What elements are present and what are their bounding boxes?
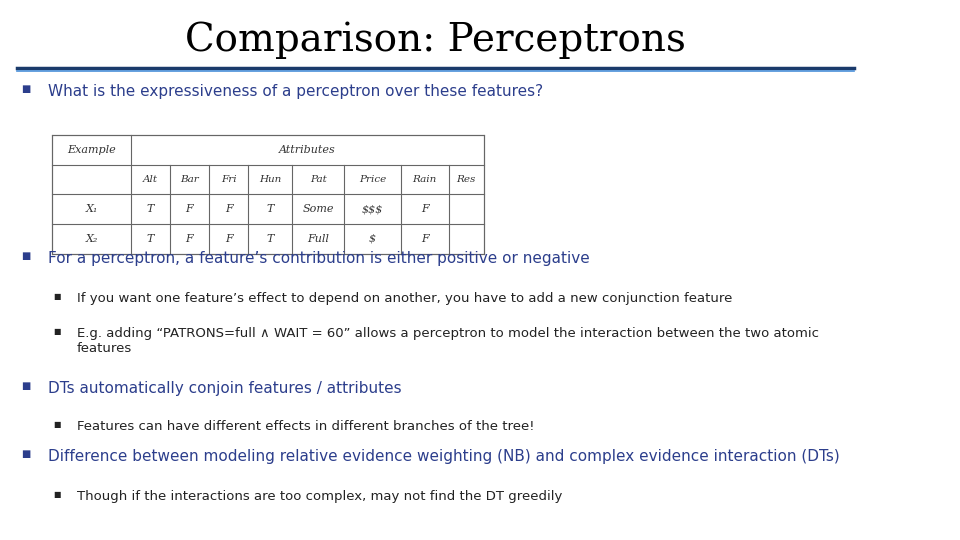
Text: T: T <box>147 234 154 244</box>
Text: F: F <box>185 204 193 214</box>
Text: DTs automatically conjoin features / attributes: DTs automatically conjoin features / att… <box>48 381 401 396</box>
Text: T: T <box>267 234 274 244</box>
Text: Features can have different effects in different branches of the tree!: Features can have different effects in d… <box>77 420 534 433</box>
Text: Fri: Fri <box>221 175 236 184</box>
Text: F: F <box>225 234 232 244</box>
Text: ■: ■ <box>21 449 31 460</box>
Text: Price: Price <box>359 175 386 184</box>
Text: Difference between modeling relative evidence weighting (NB) and complex evidenc: Difference between modeling relative evi… <box>48 449 840 464</box>
Text: If you want one feature’s effect to depend on another, you have to add a new con: If you want one feature’s effect to depe… <box>77 292 732 305</box>
Text: Attributes: Attributes <box>278 145 335 155</box>
Text: ■: ■ <box>21 381 31 391</box>
Text: $: $ <box>369 234 376 244</box>
Text: ■: ■ <box>54 490 61 499</box>
Text: ■: ■ <box>54 327 61 336</box>
Text: F: F <box>185 234 193 244</box>
Text: ■: ■ <box>54 420 61 429</box>
Text: F: F <box>420 204 429 214</box>
Text: F: F <box>225 204 232 214</box>
Text: For a perceptron, a feature’s contribution is either positive or negative: For a perceptron, a feature’s contributi… <box>48 251 589 266</box>
Text: Res: Res <box>456 175 476 184</box>
Text: Pat: Pat <box>310 175 326 184</box>
Text: Though if the interactions are too complex, may not find the DT greedily: Though if the interactions are too compl… <box>77 490 562 503</box>
Text: ■: ■ <box>21 251 31 261</box>
Text: F: F <box>420 234 429 244</box>
Text: What is the expressiveness of a perceptron over these features?: What is the expressiveness of a perceptr… <box>48 84 543 99</box>
Text: X₁: X₁ <box>85 204 98 214</box>
Text: E.g. adding “PATRONS=full ∧ WAIT = 60” allows a perceptron to model the interact: E.g. adding “PATRONS=full ∧ WAIT = 60” a… <box>77 327 819 355</box>
Text: ■: ■ <box>54 292 61 301</box>
Text: Alt: Alt <box>143 175 157 184</box>
Bar <box>52 135 484 254</box>
Text: Example: Example <box>67 145 116 155</box>
Text: Rain: Rain <box>413 175 437 184</box>
Text: Bar: Bar <box>180 175 199 184</box>
Text: Full: Full <box>307 234 329 244</box>
Text: $$$: $$$ <box>362 204 383 214</box>
Text: Hun: Hun <box>259 175 281 184</box>
Text: Some: Some <box>302 204 334 214</box>
Text: X₂: X₂ <box>85 234 98 244</box>
Text: Comparison: Perceptrons: Comparison: Perceptrons <box>185 22 686 59</box>
Text: T: T <box>147 204 154 214</box>
Text: ■: ■ <box>21 84 31 94</box>
Text: T: T <box>267 204 274 214</box>
